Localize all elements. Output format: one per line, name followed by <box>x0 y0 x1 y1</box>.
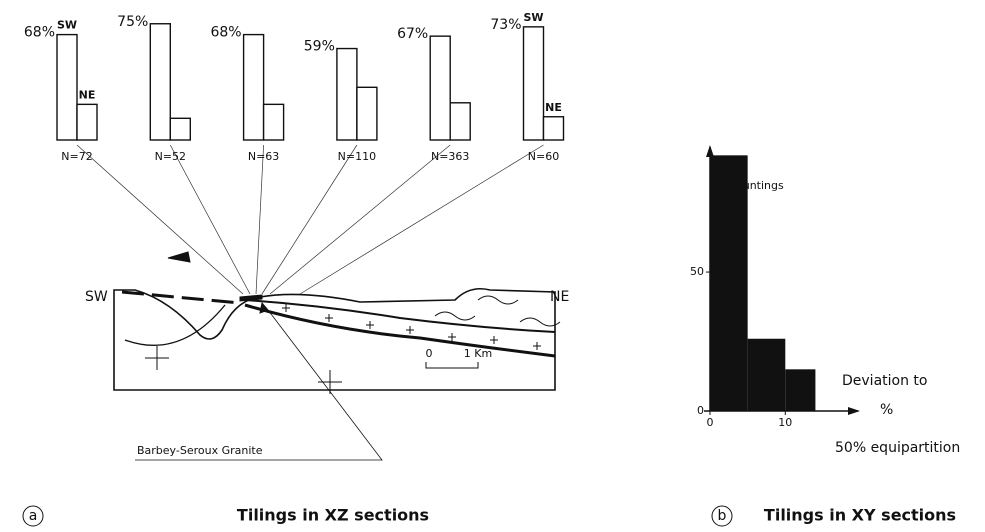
value-label: 67% <box>397 26 428 42</box>
x-tick-label: 0 <box>707 416 714 429</box>
series-label: NE <box>79 88 96 101</box>
series-label: SW <box>57 19 77 32</box>
figure: SW NE 0 1 Km Barbey-Seroux Granite a Til… <box>0 0 985 532</box>
panel-title: Tilings in XY sections <box>764 506 956 525</box>
leader <box>170 145 250 294</box>
x-arrow <box>848 407 860 415</box>
series-label: SW <box>523 11 543 24</box>
bar <box>450 103 470 140</box>
bar <box>544 117 564 140</box>
scale-start: 0 <box>426 347 433 360</box>
cross-section <box>114 252 560 460</box>
section-outline <box>114 289 555 390</box>
x-tick-label: N=72 <box>61 150 92 163</box>
x-axis-label: 50% equipartition <box>835 440 960 456</box>
histogram-bar <box>748 339 786 411</box>
panel-title: Tilings in XZ sections <box>237 506 429 525</box>
leader <box>256 145 264 294</box>
bar <box>57 35 77 140</box>
leader <box>300 145 544 294</box>
granite-label: Barbey-Seroux Granite <box>137 444 263 457</box>
scale-end: 1 Km <box>464 347 492 360</box>
bar <box>77 104 97 140</box>
panel-label: a <box>29 508 38 524</box>
histogram-bar <box>785 369 815 411</box>
granite-leader <box>135 310 382 460</box>
panel-label: b <box>718 508 727 524</box>
x-axis-unit: % <box>880 402 893 418</box>
ne-label: NE <box>550 289 569 305</box>
thrust <box>122 292 240 303</box>
value-label: 73% <box>490 17 521 33</box>
value-label: 68% <box>24 25 55 41</box>
value-label: 75% <box>117 14 148 30</box>
bar <box>524 27 544 140</box>
value-label: 68% <box>210 25 241 41</box>
scale-bar <box>426 362 478 368</box>
granite-base <box>245 305 555 356</box>
x-tick-label: N=363 <box>431 150 469 163</box>
x-tick-label: N=52 <box>155 150 186 163</box>
x-tick-label: N=60 <box>528 150 559 163</box>
y-arrow <box>706 145 714 157</box>
bar <box>150 24 170 140</box>
bar <box>430 36 450 140</box>
x-tick-label: N=110 <box>338 150 376 163</box>
y-tick-label: 0 <box>697 404 704 417</box>
x-tick-label: N=63 <box>248 150 279 163</box>
bar <box>244 35 264 140</box>
granite-crosses <box>282 304 541 350</box>
sample-leaders <box>77 145 544 294</box>
series-label: NE <box>545 101 562 114</box>
x-tick-label: 10 <box>778 416 792 429</box>
histogram-bar <box>710 155 748 411</box>
leader <box>270 145 450 294</box>
x-axis-label: Deviation to <box>842 373 927 389</box>
bar <box>170 118 190 140</box>
bar <box>337 49 357 140</box>
y-tick-label: 50 <box>690 265 704 278</box>
crosses <box>145 346 342 394</box>
bar <box>357 87 377 140</box>
bar <box>264 104 284 140</box>
value-label: 59% <box>304 39 335 55</box>
leader <box>262 145 357 294</box>
leader <box>77 145 243 294</box>
sw-label: SW <box>85 289 108 305</box>
thrust-arrow <box>168 252 190 262</box>
